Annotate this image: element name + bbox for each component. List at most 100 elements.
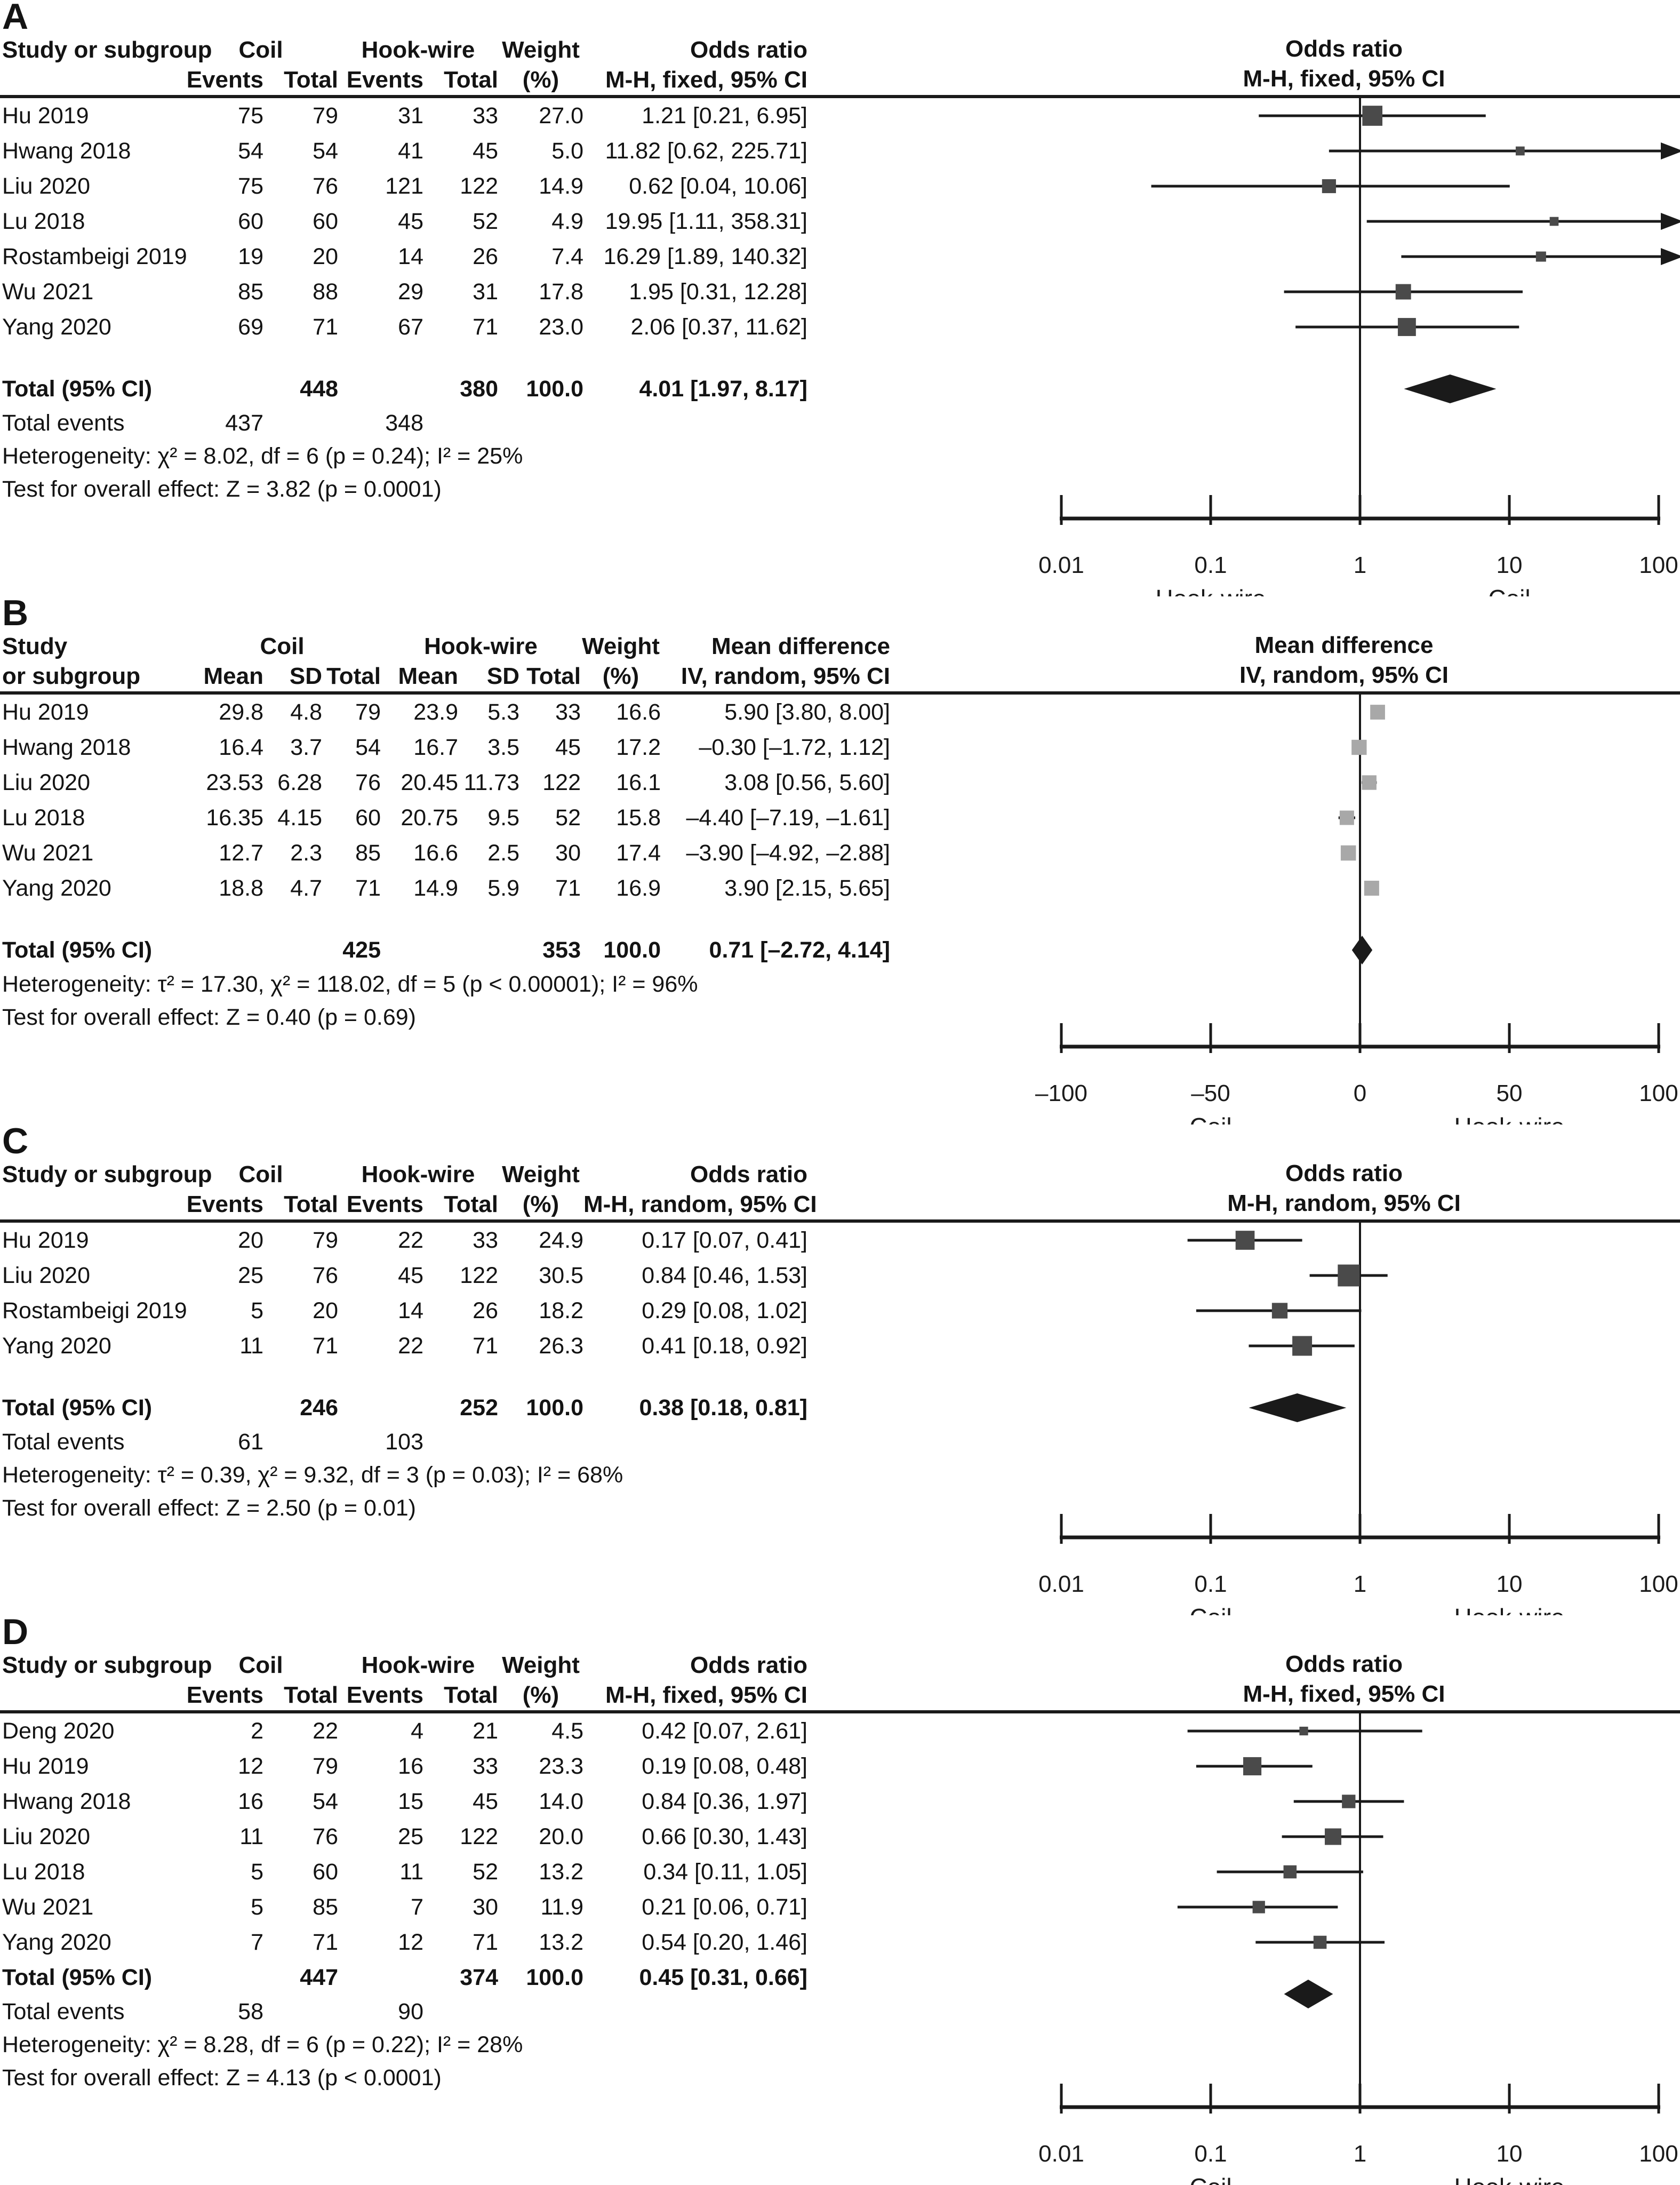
column-header: Mean <box>398 663 458 689</box>
column-header: Total <box>526 663 581 689</box>
value-cell: 71 <box>313 1333 338 1359</box>
value-cell: 11 <box>239 1333 263 1359</box>
effect-square <box>1338 1264 1360 1287</box>
tick-label: 10 <box>1497 552 1523 578</box>
tick-label: 0.1 <box>1194 2141 1227 2167</box>
effect-header: Mean difference <box>711 633 890 659</box>
axis-left-group-label: Coil <box>1189 1113 1231 1125</box>
tick-label: 100 <box>1639 552 1678 578</box>
method-header: M-H, random, 95% CI <box>583 1191 817 1217</box>
study-name: Hwang 2018 <box>2 1789 131 1814</box>
value-cell: 16.4 <box>219 735 263 760</box>
study-name: Liu 2020 <box>2 770 90 795</box>
table-row: Yang 2020 7 71 12 71 13.2 0.54 [0.20, 1.46] <box>0 1925 1680 1960</box>
weight-cell: 13.2 <box>539 1859 583 1885</box>
column-header: Events <box>346 67 423 93</box>
table-row: Wu 2021 85 88 29 31 17.8 1.95 [0.31, 12.28] <box>0 274 1680 309</box>
value-cell: 14.9 <box>413 875 458 901</box>
weight-cell: 17.4 <box>616 840 661 866</box>
value-cell: 69 <box>238 314 263 340</box>
total-events-value: 437 <box>225 410 263 436</box>
value-cell: 11 <box>399 1859 423 1885</box>
overall-effect-note: Test for overall effect: Z = 3.82 (p = 0… <box>2 476 442 502</box>
panel-letter: C <box>2 1121 29 1161</box>
study-name: Liu 2020 <box>2 1824 90 1849</box>
value-cell: 76 <box>313 173 338 199</box>
total-events-value <box>423 406 498 440</box>
effect-square <box>1235 1231 1255 1250</box>
value-cell: 76 <box>313 1263 338 1288</box>
weight-cell: 24.9 <box>539 1227 583 1253</box>
study-name: Yang 2020 <box>2 1333 111 1359</box>
value-cell: 54 <box>355 735 381 760</box>
total-value-cell <box>183 371 263 406</box>
value-cell: 121 <box>385 173 423 199</box>
value-cell: 54 <box>238 138 263 164</box>
table-row: Hu 2019 12 79 16 33 23.3 0.19 [0.08, 0.48] <box>0 1749 1680 1784</box>
table-row: Hu 2019 75 79 31 33 27.0 1.21 [0.21, 6.95] <box>0 98 1680 133</box>
value-cell: 19 <box>238 244 263 269</box>
column-header: Events <box>186 1191 263 1217</box>
column-header: Total <box>326 663 381 689</box>
effect-square <box>1324 1828 1341 1845</box>
study-header-line2 <box>0 1190 183 1219</box>
effect-square <box>1342 1795 1356 1808</box>
table-row: Yang 2020 11 71 22 71 26.3 0.41 [0.18, 0.92] <box>0 1328 1680 1363</box>
study-name: Lu 2018 <box>2 805 85 831</box>
value-cell: 25 <box>398 1824 423 1849</box>
tick-label: 0 <box>1354 1080 1366 1106</box>
ci-cell: 0.34 [0.11, 1.05] <box>643 1859 807 1885</box>
weight-cell: 14.0 <box>539 1789 583 1814</box>
effect-square <box>1397 318 1416 336</box>
total-events-value: 348 <box>385 410 423 436</box>
value-cell: 71 <box>313 1929 338 1955</box>
total-value-cell: 380 <box>460 376 498 402</box>
study-name: Yang 2020 <box>2 1929 111 1955</box>
value-cell: 20.75 <box>401 805 458 831</box>
weight-cell: 13.2 <box>539 1929 583 1955</box>
value-cell: 20 <box>313 244 338 269</box>
table-row: Wu 2021 5 85 7 30 11.9 0.21 [0.06, 0.71] <box>0 1889 1680 1925</box>
weight-cell: 17.2 <box>616 735 661 760</box>
study-name: Deng 2020 <box>2 1718 115 1744</box>
ci-cell: –3.90 [–4.92, –2.88] <box>686 840 890 866</box>
study-name: Hwang 2018 <box>2 735 131 760</box>
ci-cell: 0.21 [0.06, 0.71] <box>642 1894 807 1920</box>
column-header: Total <box>444 67 498 93</box>
value-cell: 12 <box>398 1929 423 1955</box>
value-cell: 22 <box>398 1333 423 1359</box>
weight-cell: 18.2 <box>539 1298 583 1323</box>
effect-header: Odds ratio <box>690 1161 807 1187</box>
group1-header: Coil <box>238 37 283 63</box>
table-row: Liu 2020 75 76 121 122 14.9 0.62 [0.04, 10.06] <box>0 169 1680 204</box>
ci-cell: 1.21 [0.21, 6.95] <box>642 103 807 129</box>
header-row-1: Study Coil Hook-wire Weight Mean difference <box>0 632 1680 661</box>
value-cell: 79 <box>313 103 338 129</box>
value-cell: 122 <box>460 173 498 199</box>
weight-unit-header: (%) <box>522 1682 559 1708</box>
total-value-cell <box>338 371 423 406</box>
weight-header: Weight <box>502 37 580 63</box>
group2-header: Hook-wire <box>361 1652 475 1678</box>
panel-B: B Study Coil Hook-wire Weight Mean difference… <box>0 595 1680 1125</box>
total-events-label: Total events <box>2 1999 125 2024</box>
total-row: Total (95% CI) 447 374 100.0 0.45 [0.31, 0.6… <box>0 1960 1680 1995</box>
value-cell: 4.8 <box>290 699 322 725</box>
ci-cell: 0.66 [0.30, 1.43] <box>642 1824 807 1849</box>
value-cell: 16 <box>398 1753 423 1779</box>
column-header: SD <box>289 663 322 689</box>
effect-square <box>1549 217 1559 226</box>
axis-right-group-label: Hook-wire <box>1454 2173 1564 2185</box>
ci-cell: 3.90 [2.15, 5.65] <box>724 875 890 901</box>
value-cell: 16.35 <box>206 805 263 831</box>
column-header: Mean <box>203 663 263 689</box>
column-header: Events <box>186 67 263 93</box>
tick-label: 1 <box>1354 2141 1366 2167</box>
value-cell: 71 <box>473 1929 498 1955</box>
study-name: Hu 2019 <box>2 103 89 129</box>
value-cell: 29.8 <box>219 699 263 725</box>
total-value-cell <box>183 1390 263 1425</box>
value-cell: 71 <box>555 875 581 901</box>
study-name: Liu 2020 <box>2 1263 90 1288</box>
total-value-cell <box>338 1390 423 1425</box>
